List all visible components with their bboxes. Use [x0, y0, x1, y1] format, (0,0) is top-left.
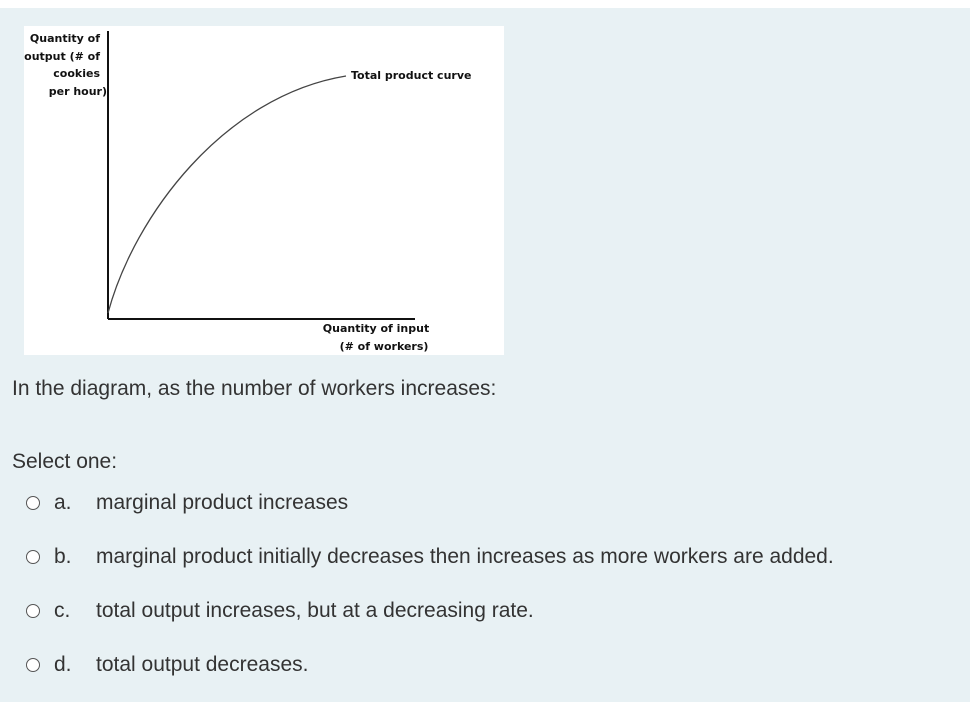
y-axis-label: Quantity of: [30, 32, 100, 45]
y-axis-label: cookies: [53, 67, 100, 80]
option-letter: b.: [54, 545, 72, 568]
option[interactable]: d. total output decreases.: [26, 650, 308, 680]
x-axis-label: (# of workers): [340, 340, 429, 353]
option-letter: c.: [54, 599, 71, 622]
question-text: In the diagram, as the number of workers…: [12, 377, 497, 400]
option-text: total output decreases.: [96, 653, 309, 676]
radio-button[interactable]: [26, 604, 40, 618]
option-letter: d.: [54, 653, 72, 676]
option-letter: a.: [54, 491, 72, 514]
option[interactable]: b. marginal product initially decreases t…: [26, 542, 834, 572]
curve-label: Total product curve: [351, 69, 471, 82]
x-axis-label: Quantity of input: [323, 322, 429, 335]
total-product-curve: [107, 75, 347, 314]
y-axis-label: output (# of: [24, 50, 100, 63]
option-text: total output increases, but at a decreas…: [96, 599, 534, 622]
diagram: Quantity of output (# of cookies per hou…: [24, 26, 504, 355]
y-axis-label: per hour): [49, 85, 107, 98]
select-prompt: Select one:: [12, 450, 118, 473]
radio-button[interactable]: [26, 550, 40, 564]
radio-button[interactable]: [26, 658, 40, 672]
radio-button[interactable]: [26, 496, 40, 510]
option[interactable]: a. marginal product increases: [26, 488, 348, 518]
option-text: marginal product increases: [96, 491, 349, 514]
option-text: marginal product initially decreases the…: [96, 545, 834, 568]
diagram-background: [24, 26, 504, 355]
option[interactable]: c. total output increases, but at a decre…: [26, 596, 534, 626]
